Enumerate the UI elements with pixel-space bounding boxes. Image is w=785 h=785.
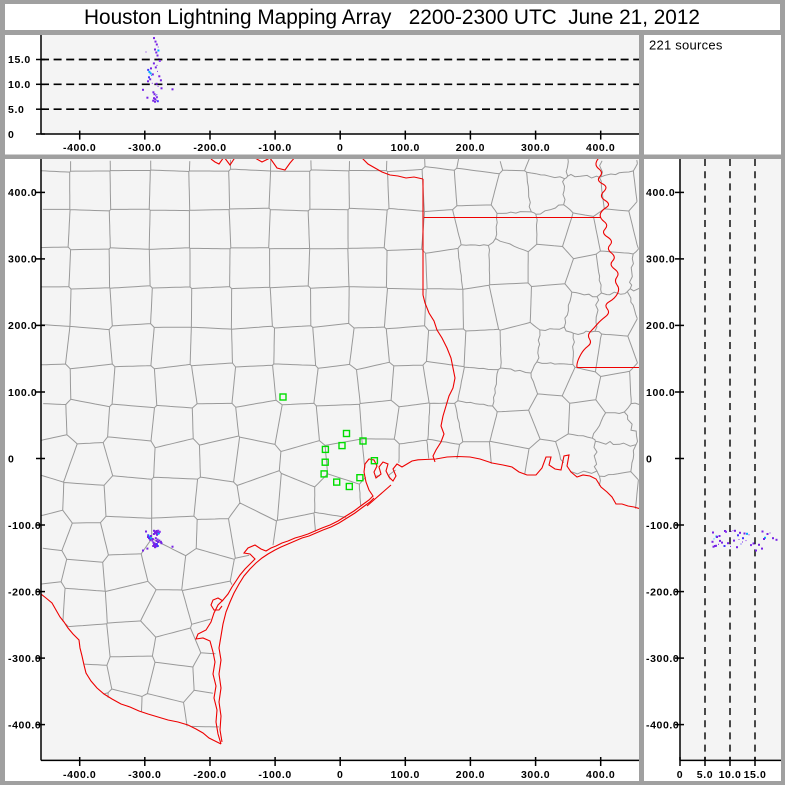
svg-text:300.0: 300.0 (521, 142, 550, 154)
svg-text:0: 0 (646, 453, 652, 465)
svg-text:200.0: 200.0 (8, 320, 37, 332)
svg-text:400.0: 400.0 (586, 769, 615, 781)
svg-text:100.0: 100.0 (646, 387, 675, 399)
svg-text:5.0: 5.0 (697, 769, 713, 781)
svg-text:400.0: 400.0 (646, 187, 675, 199)
svg-text:200.0: 200.0 (456, 769, 485, 781)
svg-text:100.0: 100.0 (391, 769, 420, 781)
svg-text:-100.0: -100.0 (258, 142, 291, 154)
svg-text:-200.0: -200.0 (193, 769, 226, 781)
svg-text:0: 0 (8, 453, 14, 465)
svg-text:300.0: 300.0 (646, 254, 675, 266)
svg-text:10.0: 10.0 (8, 79, 31, 91)
svg-text:Houston Lightning Mapping Arra: Houston Lightning Mapping Array 2200-230… (84, 6, 700, 29)
svg-text:5.0: 5.0 (8, 104, 24, 116)
svg-text:-300.0: -300.0 (8, 653, 41, 665)
svg-text:300.0: 300.0 (8, 254, 37, 266)
svg-text:0: 0 (337, 142, 343, 154)
svg-text:-400.0: -400.0 (63, 142, 96, 154)
svg-text:-100.0: -100.0 (258, 769, 291, 781)
svg-text:-300.0: -300.0 (128, 142, 161, 154)
svg-text:-400.0: -400.0 (8, 719, 41, 731)
svg-text:15.0: 15.0 (744, 769, 767, 781)
svg-text:-300.0: -300.0 (128, 769, 161, 781)
svg-text:-400.0: -400.0 (63, 769, 96, 781)
svg-text:0: 0 (8, 129, 14, 141)
svg-text:10.0: 10.0 (719, 769, 742, 781)
svg-text:300.0: 300.0 (521, 769, 550, 781)
svg-text:400.0: 400.0 (586, 142, 615, 154)
svg-text:0: 0 (337, 769, 343, 781)
svg-text:100.0: 100.0 (391, 142, 420, 154)
svg-text:-100.0: -100.0 (8, 520, 41, 532)
svg-text:-200.0: -200.0 (8, 586, 41, 598)
svg-text:200.0: 200.0 (646, 320, 675, 332)
svg-text:221 sources: 221 sources (649, 38, 723, 53)
svg-text:-200.0: -200.0 (646, 586, 679, 598)
svg-text:15.0: 15.0 (8, 54, 31, 66)
svg-text:200.0: 200.0 (456, 142, 485, 154)
svg-text:400.0: 400.0 (8, 187, 37, 199)
svg-text:-300.0: -300.0 (646, 653, 679, 665)
svg-text:-400.0: -400.0 (646, 719, 679, 731)
svg-text:-200.0: -200.0 (193, 142, 226, 154)
svg-text:0: 0 (677, 769, 683, 781)
svg-text:-100.0: -100.0 (646, 520, 679, 532)
svg-text:100.0: 100.0 (8, 387, 37, 399)
